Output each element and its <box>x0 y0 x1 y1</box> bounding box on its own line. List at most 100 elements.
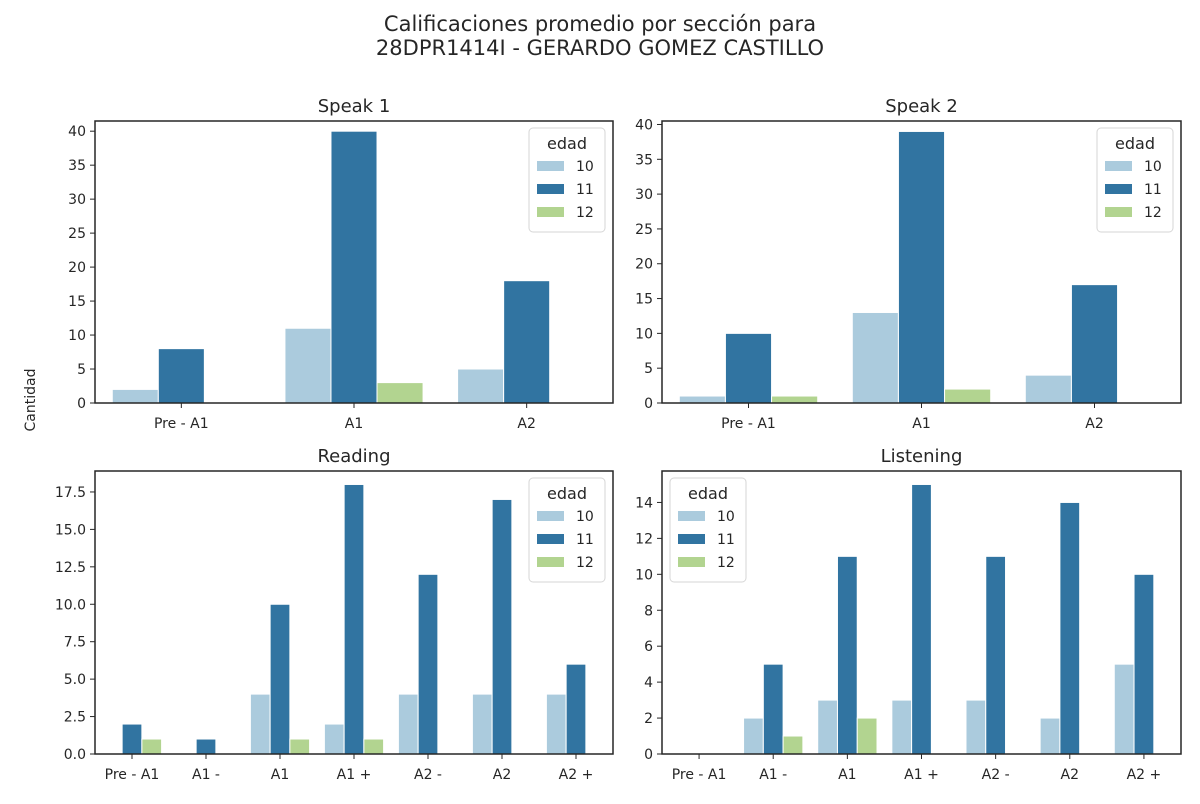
bar-a2-edad-10 <box>457 368 505 404</box>
subplot-title: Reading <box>317 446 390 467</box>
x-tick-label: A2 <box>517 416 535 432</box>
y-tick-label: 12.5 <box>55 560 86 576</box>
x-tick-label: A2 <box>493 767 511 783</box>
x-tick-label: Pre - A1 <box>721 416 776 432</box>
legend: edad 10 11 12 <box>669 477 747 583</box>
x-tick-label: A2 - <box>414 767 442 783</box>
bar-a1-edad-12 <box>944 388 992 404</box>
bar-a1-edad-12 <box>363 738 385 755</box>
legend-label-10: 10 <box>576 509 594 525</box>
x-tick-label: Pre - A1 <box>154 416 209 432</box>
legend-swatch-11 <box>537 534 564 544</box>
legend-label-11: 11 <box>1144 182 1162 198</box>
y-tick-label: 2 <box>644 711 653 727</box>
legend-label-11: 11 <box>717 532 735 548</box>
y-axis-label: Cantidad <box>23 368 39 432</box>
x-tick-label: A1 - <box>192 767 220 783</box>
legend-box <box>528 477 606 583</box>
legend: edad 10 11 12 <box>528 477 606 583</box>
x-tick-label: A1 <box>271 767 289 783</box>
y-tick-label: 10 <box>635 567 653 583</box>
bar-a2-edad-10 <box>471 693 493 755</box>
y-tick-label: 0 <box>644 747 653 763</box>
legend-label-12: 12 <box>1144 205 1162 221</box>
x-tick-label: A1 + <box>904 767 939 783</box>
bar-a1-edad-11 <box>911 483 932 755</box>
y-tick-label: 10.0 <box>55 597 86 613</box>
y-tick-label: 10 <box>68 328 86 344</box>
x-tick-label: A1 <box>345 416 363 432</box>
legend-box <box>669 477 747 583</box>
y-tick-label: 0 <box>77 396 86 412</box>
x-tick-label: A2 + <box>559 767 594 783</box>
legend-swatch-11 <box>537 184 564 194</box>
bar-a1-edad-11 <box>269 603 291 755</box>
legend-label-12: 12 <box>576 205 594 221</box>
subplot-title: Speak 1 <box>318 96 391 117</box>
bar-a1-edad-10 <box>249 693 271 755</box>
bar-a1-edad-12 <box>376 382 424 404</box>
x-tick-label: A1 + <box>337 767 372 783</box>
legend-swatch-12 <box>537 207 564 217</box>
y-tick-label: 20 <box>635 257 653 273</box>
bar-pre-a1-edad-10 <box>111 388 159 404</box>
y-tick-label: 6 <box>644 639 653 655</box>
bar-pre-a1-edad-11 <box>157 348 205 404</box>
y-tick-label: 40 <box>68 124 86 140</box>
bar-a2-edad-11 <box>417 573 439 755</box>
legend-title: edad <box>1115 134 1155 153</box>
bar-a1-edad-12 <box>289 738 311 755</box>
legend-label-10: 10 <box>1144 159 1162 175</box>
bar-a1-edad-11 <box>343 483 365 755</box>
bar-a1-edad-10 <box>817 699 838 755</box>
y-tick-label: 25 <box>635 222 653 238</box>
legend: edad 10 11 12 <box>1096 127 1174 233</box>
bar-a1-edad-11 <box>897 130 946 404</box>
bar-a2-edad-11 <box>565 663 587 755</box>
legend: edad 10 11 12 <box>528 127 606 233</box>
subplot-title: Listening <box>881 446 963 467</box>
x-tick-label: A2 - <box>982 767 1010 783</box>
legend-swatch-12 <box>678 557 705 567</box>
legend-swatch-10 <box>678 511 705 521</box>
bar-a1-edad-12 <box>856 717 878 755</box>
bar-pre-a1-edad-11 <box>121 723 143 755</box>
y-tick-label: 5.0 <box>64 672 86 688</box>
legend-label-12: 12 <box>576 555 594 571</box>
bar-a2-edad-10 <box>1024 374 1072 404</box>
axes-frame <box>94 120 614 404</box>
axes-frame <box>661 120 1182 404</box>
x-tick-label: A2 + <box>1127 767 1162 783</box>
bar-a2-edad-11 <box>1059 501 1081 755</box>
x-tick-label: A1 <box>912 416 930 432</box>
y-tick-label: 25 <box>68 226 86 242</box>
bar-a1-edad-11 <box>836 555 858 755</box>
y-tick-label: 5 <box>644 361 653 377</box>
subplot-listening: Listening 0 2 4 6 8 10 12 14 Pre - A1 A1 - A1 A1 + A2… <box>635 446 1182 783</box>
legend-title: edad <box>688 484 728 503</box>
x-tick-label: A1 <box>838 767 856 783</box>
y-tick-label: 14 <box>635 495 653 511</box>
legend-title: edad <box>547 484 587 503</box>
bar-a2-edad-10 <box>1039 717 1061 755</box>
y-tick-label: 35 <box>635 152 653 168</box>
legend-title: edad <box>547 134 587 153</box>
bar-a1-edad-11 <box>330 130 378 404</box>
x-tick-label: A1 - <box>759 767 787 783</box>
bar-a2-edad-10 <box>965 699 987 755</box>
bar-a2-edad-11 <box>1133 573 1155 755</box>
bar-a1-edad-10 <box>284 327 332 404</box>
bar-a2-edad-11 <box>503 280 551 404</box>
bar-a2-edad-11 <box>491 498 513 755</box>
y-tick-label: 5 <box>77 362 86 378</box>
subplot-speak-2: Speak 2 0 5 10 15 20 25 30 35 40 Pre - A1 A1 A2 edad 1… <box>635 96 1182 432</box>
axes-frame <box>661 470 1182 755</box>
legend-swatch-10 <box>537 511 564 521</box>
legend-swatch-10 <box>537 161 564 171</box>
y-tick-label: 12 <box>635 531 653 547</box>
bar-a1-edad-10 <box>743 717 764 755</box>
y-tick-label: 17.5 <box>55 485 86 501</box>
subplot-title: Speak 2 <box>885 96 958 117</box>
bar-pre-a1-edad-10 <box>678 395 726 404</box>
